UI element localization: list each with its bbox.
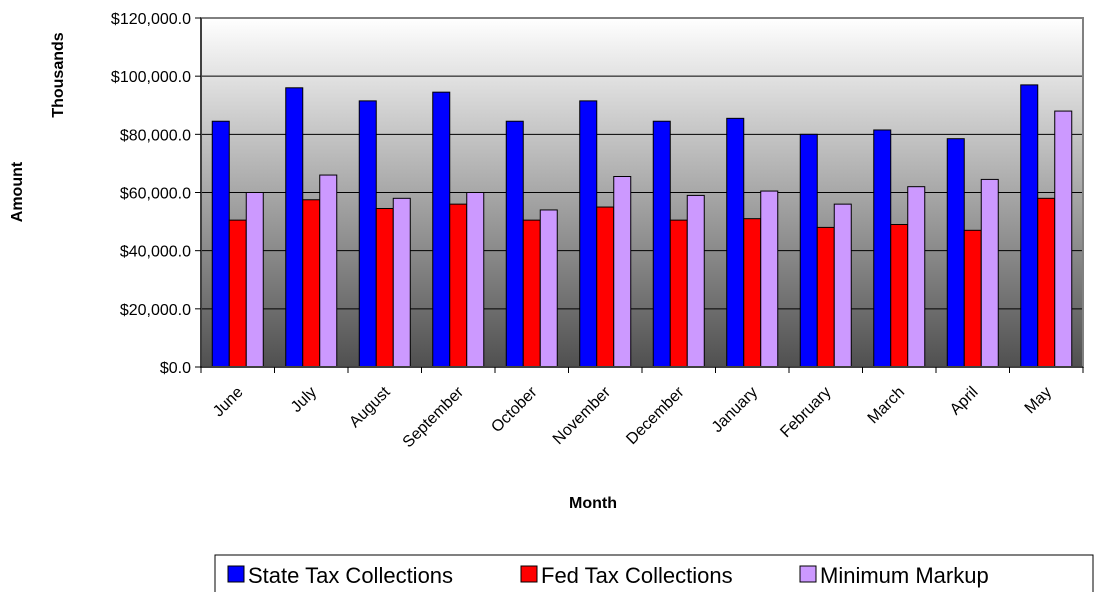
x-tick-label: March <box>865 384 908 427</box>
bar <box>358 100 377 368</box>
x-tick-label: May <box>1022 384 1055 417</box>
bar <box>833 203 852 368</box>
bar <box>963 229 982 368</box>
bar <box>596 206 615 368</box>
y-axis-title: Amount <box>9 161 26 222</box>
y-tick-label: $100,000.0 <box>111 69 191 86</box>
x-tick-label: February <box>777 384 834 441</box>
x-tick-label: October <box>488 383 541 436</box>
bar <box>946 138 965 368</box>
x-tick-label: July <box>288 384 320 416</box>
y-tick-label: $20,000.0 <box>120 302 191 319</box>
legend-label: Fed Tax Collections <box>541 563 733 588</box>
legend-swatch <box>227 565 245 583</box>
y-tick-label: $120,000.0 <box>111 11 191 28</box>
bar <box>1037 197 1056 368</box>
bar <box>579 100 598 368</box>
bar <box>466 192 485 368</box>
x-axis-title: Month <box>569 495 617 512</box>
bar <box>228 219 247 368</box>
y-tick-label: $0.0 <box>160 360 191 377</box>
legend-label: State Tax Collections <box>248 563 453 588</box>
legend-swatch <box>520 565 538 583</box>
bar <box>319 174 338 368</box>
bar <box>522 219 541 368</box>
legend-label: Minimum Markup <box>820 563 989 588</box>
bar <box>539 209 558 368</box>
bar <box>890 223 909 368</box>
bar <box>907 186 926 368</box>
bar <box>980 178 999 368</box>
bar <box>760 190 779 368</box>
bar <box>245 192 264 368</box>
bar <box>211 120 230 368</box>
x-tick-label: August <box>346 383 394 431</box>
bar <box>669 219 688 368</box>
legend-box <box>214 554 1094 592</box>
x-tick-label: April <box>947 384 982 419</box>
bar <box>432 91 451 368</box>
bar <box>1020 84 1039 368</box>
x-tick-label: January <box>709 384 761 436</box>
bar <box>743 218 762 368</box>
y-tick-label: $40,000.0 <box>120 244 191 261</box>
bar <box>613 176 632 368</box>
bar <box>1054 110 1073 368</box>
x-tick-label: June <box>210 384 247 421</box>
bar <box>799 133 818 368</box>
bar <box>816 226 835 368</box>
y-tick-label: $60,000.0 <box>120 186 191 203</box>
bar <box>302 199 321 368</box>
legend: State Tax Collections Fed Tax Collections… <box>214 554 1094 592</box>
x-tick-label: December <box>623 383 688 448</box>
bar <box>392 197 411 368</box>
bar <box>686 194 705 368</box>
x-tick-label: November <box>550 383 615 448</box>
y-axis-unit-label: Thousands <box>50 32 67 117</box>
legend-swatch <box>799 565 817 583</box>
x-tick-label: September <box>400 383 468 451</box>
bar <box>449 203 468 368</box>
bar <box>652 120 671 368</box>
bar <box>726 117 745 368</box>
bar <box>375 207 394 368</box>
bar <box>285 87 304 368</box>
bar <box>873 129 892 368</box>
bar <box>505 120 524 368</box>
y-tick-label: $80,000.0 <box>120 127 191 144</box>
